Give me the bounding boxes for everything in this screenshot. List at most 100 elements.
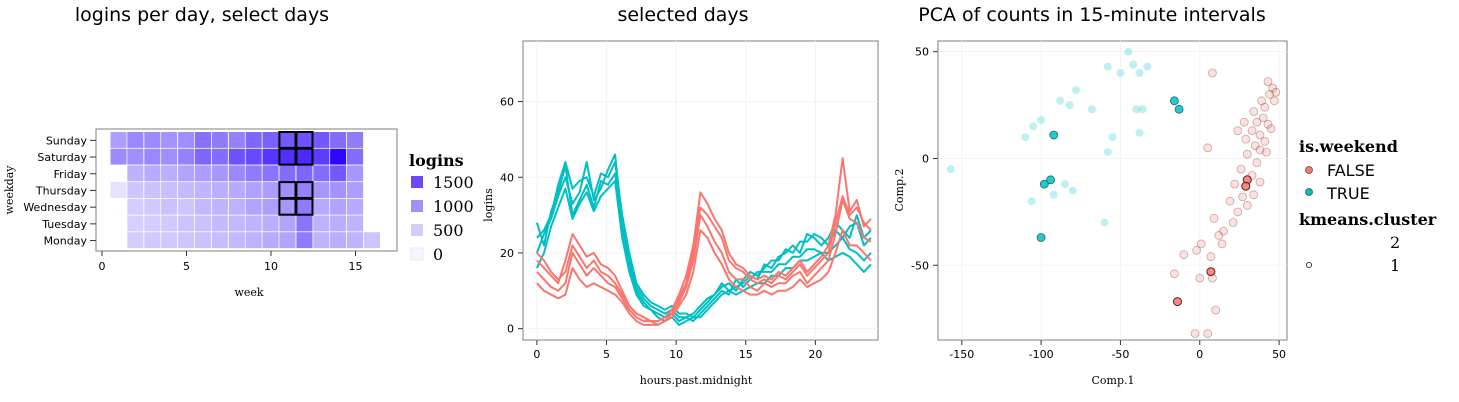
scatter-point-weekend — [1065, 101, 1074, 110]
scatter-point-weekday — [1247, 126, 1257, 136]
scatter-point-weekday — [1265, 90, 1274, 99]
scatter-point-weekday — [1242, 149, 1252, 159]
scatter-point-weekend — [1135, 69, 1144, 77]
scatter-point-weekend — [1143, 62, 1152, 71]
scatter-point-weekend — [1124, 47, 1133, 56]
heatmap-cell — [194, 148, 211, 165]
scatter-point-weekend — [1174, 104, 1184, 114]
scatter-point-weekday — [1249, 190, 1259, 200]
scatter-point-weekday — [1219, 226, 1228, 236]
heatmap-cell — [228, 148, 245, 165]
heatmap-cell — [228, 198, 245, 215]
heatmap-cell — [296, 132, 313, 148]
scatter-point-weekday — [1170, 269, 1179, 279]
heatmap-cell — [211, 198, 228, 215]
scatter-x-tick-label: 0 — [1196, 348, 1203, 361]
legend-false-swatch — [1305, 166, 1313, 174]
heatmap-cell — [178, 165, 195, 182]
scatter-point-weekend — [1060, 180, 1069, 189]
scatter-point-weekday — [1255, 130, 1265, 140]
legend-cluster-2-label: 2 — [1390, 233, 1400, 252]
scatter-point-weekday — [1239, 117, 1249, 127]
heatmap-title: logins per day, select days — [75, 4, 329, 26]
scatter-point-weekend — [1170, 96, 1179, 106]
heatmap-cell — [313, 215, 330, 232]
heatmap-y-tick-label: Friday — [54, 168, 88, 181]
scatter-point-weekend — [1103, 62, 1112, 71]
scatter-panel: PCA of counts in 15-minute intervals -15… — [893, 4, 1437, 387]
heatmap-cell — [127, 182, 144, 198]
heatmap-cell — [228, 215, 245, 232]
heatmap-cell — [144, 198, 161, 215]
legend-true-label: TRUE — [1326, 184, 1370, 203]
heatmap-legend-swatch — [411, 176, 423, 188]
heatmap-cell — [347, 198, 364, 215]
scatter-point-weekend — [1108, 133, 1117, 142]
heatmap-x-tick-label: 15 — [349, 260, 363, 273]
heatmap-cell — [347, 165, 364, 182]
heatmap-cell — [127, 148, 144, 165]
heatmap-cell — [161, 215, 178, 232]
scatter-point-weekday — [1225, 196, 1235, 206]
heatmap-cell — [245, 198, 262, 215]
heatmap-cell — [279, 165, 296, 182]
heatmap-cell — [144, 182, 161, 198]
heatmap-y-tick-label: Sunday — [46, 134, 88, 147]
scatter-x-tick-label: -50 — [1111, 348, 1129, 361]
heatmap-cell — [211, 132, 228, 148]
line-x-tick-label: 15 — [739, 348, 753, 361]
heatmap-y-tick-label: Monday — [44, 235, 88, 248]
line-x-axis-label: hours.past.midnight — [640, 374, 753, 387]
line-panel: selected days 0 5 10 15 20 0 20 40 60 hours.pas… — [482, 4, 879, 387]
heatmap-cell — [296, 215, 313, 232]
heatmap-cells — [110, 132, 380, 249]
heatmap-cell — [127, 215, 144, 232]
heatmap-cell — [144, 215, 161, 232]
scatter-point-weekday — [1271, 87, 1281, 97]
heatmap-cell — [330, 165, 347, 182]
scatter-x-tick-label: 50 — [1272, 348, 1286, 361]
heatmap-cell — [330, 132, 347, 148]
scatter-point-weekend — [1036, 233, 1046, 242]
heatmap-cell — [296, 198, 313, 215]
heatmap-x-tick-label: 10 — [264, 260, 278, 273]
heatmap-cell — [194, 165, 211, 182]
scatter-point-weekday — [1233, 207, 1243, 217]
scatter-point-weekday — [1236, 164, 1246, 174]
scatter-point-weekend — [1021, 133, 1030, 142]
heatmap-cell — [178, 148, 195, 165]
scatter-point-weekday — [1192, 245, 1201, 255]
heatmap-legend-label: 0 — [433, 245, 443, 264]
heatmap-cell — [110, 182, 127, 198]
heatmap-cell — [347, 232, 364, 249]
scatter-point-weekday — [1263, 119, 1273, 129]
scatter-point-weekday — [1260, 102, 1270, 112]
heatmap-cell — [194, 132, 211, 148]
heatmap-cell — [211, 148, 228, 165]
heatmap-cell — [347, 132, 364, 148]
heatmap-cell — [279, 132, 296, 148]
line-x-ticks: 0 5 10 15 20 — [533, 340, 822, 361]
heatmap-cell — [262, 132, 279, 148]
heatmap-cell — [194, 182, 211, 198]
heatmap-cell — [194, 215, 211, 232]
heatmap-cell — [313, 198, 330, 215]
line-series-weekend-3 — [535, 180, 872, 326]
heatmap-cell — [228, 232, 245, 249]
heatmap-cell — [161, 232, 178, 249]
heatmap-cell — [245, 165, 262, 182]
line-series-weekday-7 — [536, 229, 872, 326]
scatter-point-weekday — [1242, 200, 1252, 210]
line-series-weekday-4 — [536, 195, 872, 323]
scatter-point-weekend — [1129, 60, 1138, 69]
heatmap-cell — [144, 132, 161, 148]
heatmap-cell — [330, 198, 347, 215]
scatter-point-weekday — [1190, 329, 1200, 339]
scatter-point-weekday — [1233, 126, 1243, 136]
scatter-point-weekday — [1208, 273, 1217, 283]
line-y-tick-label: 20 — [500, 247, 514, 260]
heatmap-legend-swatch — [410, 247, 424, 261]
heatmap-legend-label: 1000 — [433, 197, 474, 216]
scatter-point-weekday — [1266, 124, 1276, 134]
heatmap-cell — [313, 148, 330, 165]
